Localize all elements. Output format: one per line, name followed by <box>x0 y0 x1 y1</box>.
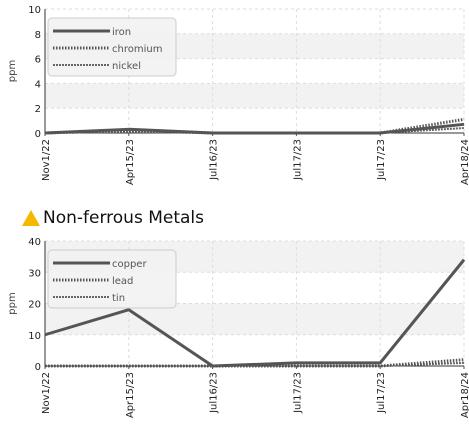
legend-label-nickel: nickel <box>112 61 141 72</box>
legend-label-copper: copper <box>112 259 147 270</box>
y-tick-label: 0 <box>35 362 41 373</box>
y-tick-label: 4 <box>35 79 41 90</box>
series-line-lead <box>45 358 465 368</box>
y-tick-label: 10 <box>28 5 41 16</box>
section-header-non-ferrous: Non-ferrous Metals <box>22 208 204 228</box>
series-line-copper <box>44 258 466 368</box>
x-tick-label: Jul17/23 <box>292 139 303 181</box>
x-tick-label: Jul16/23 <box>209 139 220 181</box>
x-tick-label: Nov1/22 <box>41 372 52 414</box>
x-tick-label: Apr15/23 <box>125 139 136 185</box>
x-tick-label: Jul17/23 <box>292 372 303 414</box>
y-tick-label: 10 <box>28 331 41 342</box>
y-axis-title: ppm <box>7 292 18 314</box>
y-tick-label: 20 <box>28 300 41 311</box>
x-tick-label: Jul16/23 <box>209 372 220 414</box>
x-tick-label: Apr18/24 <box>460 139 469 185</box>
y-tick-label: 2 <box>35 104 41 115</box>
chart-ferrous: 0 2 4 6 8 10 Nov1/22 Apr15/23 Jul16/23 Jul17/23 Ju… <box>7 5 469 185</box>
x-tick-label: Jul17/23 <box>376 139 387 181</box>
warning-triangle <box>22 210 40 226</box>
y-tick-label: 6 <box>35 55 41 66</box>
x-tick-label: Nov1/22 <box>41 139 52 181</box>
warning-icon <box>22 210 40 226</box>
series-line-iron <box>44 122 465 135</box>
x-tick-label: Jul17/23 <box>376 372 387 414</box>
y-tick-label: 8 <box>35 30 41 41</box>
section-title: Non-ferrous Metals <box>43 208 205 228</box>
legend-label-iron: iron <box>112 27 131 38</box>
legend-label-chromium: chromium <box>112 44 162 55</box>
grid-band <box>45 83 464 109</box>
y-tick-label: 0 <box>35 129 41 140</box>
legend-label-tin: tin <box>112 293 125 304</box>
x-tick-label: Apr15/23 <box>125 372 136 418</box>
y-tick-label: 30 <box>28 268 41 279</box>
grid-band <box>45 303 464 335</box>
legend-label-lead: lead <box>112 276 133 287</box>
y-axis-title: ppm <box>7 60 18 82</box>
chart-non-ferrous: 0 10 20 30 40 Nov1/22 Apr15/23 Jul16/23 Jul17/23… <box>7 237 469 418</box>
y-tick-label: 40 <box>28 237 41 248</box>
x-tick-label: Apr18/24 <box>460 372 469 418</box>
